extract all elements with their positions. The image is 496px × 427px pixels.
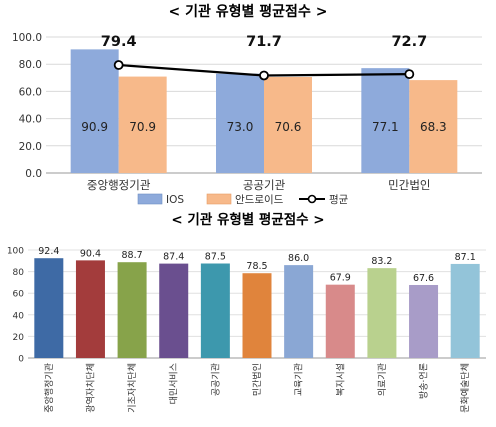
chart-2-ytick-label: 20 <box>13 333 25 343</box>
chart-1-ytick-label: 80.0 <box>19 59 42 71</box>
chart-1-bar-value-label: 70.9 <box>129 120 156 134</box>
chart-1: < 기관 유형별 평균점수 > 0.0 20.0 40.0 60.0 80.0 100.0… <box>12 3 482 206</box>
chart-1-average-value-label: 79.4 <box>101 34 137 50</box>
chart-1-average-marker <box>404 69 415 80</box>
chart-2-bar-value-label: 67.9 <box>330 273 351 284</box>
chart-1-average-marker <box>113 60 124 70</box>
chart-2-bar <box>367 268 397 358</box>
chart-1-x-label: 중앙행정기관 <box>87 178 151 192</box>
chart-1-title: < 기관 유형별 평균점수 > <box>169 3 328 20</box>
chart-2-x-label: 기초자치단체 <box>126 363 138 413</box>
chart-1-bar-ios <box>361 68 410 173</box>
chart-2-title: < 기관 유형별 평균점수 > <box>171 211 324 228</box>
chart-2-bar <box>75 260 105 358</box>
legend-android-swatch <box>206 193 232 205</box>
chart-2-bar-value-label: 78.5 <box>246 261 267 272</box>
chart-2-bar-value-label: 88.7 <box>122 250 143 261</box>
chart-2-bar <box>325 284 355 358</box>
chart-2-ytick-label: 100 <box>7 247 24 257</box>
chart-2-bar <box>450 263 480 358</box>
chart-2-bar-value-label: 87.4 <box>163 252 184 263</box>
chart-1-x-label: 민간법인 <box>388 178 430 192</box>
chart-2-ytick-label: 60 <box>13 290 25 300</box>
chart-2-bar-value-label: 90.4 <box>80 248 101 259</box>
legend-average-marker <box>307 194 317 204</box>
chart-2-bar <box>409 284 439 358</box>
chart-2-bar <box>284 265 314 358</box>
chart-2-x-label: 중앙행정기관 <box>43 363 55 413</box>
chart-1-ytick-label: 20.0 <box>19 141 42 153</box>
chart-2-bar-value-label: 92.4 <box>38 246 59 257</box>
chart-2-x-label: 광역자치단체 <box>84 363 96 413</box>
chart-1-bar-value-label: 68.3 <box>420 120 447 134</box>
legend-average-label: 평균 <box>329 194 349 206</box>
legend-ios-swatch <box>137 193 163 205</box>
chart-2-bar-value-label: 87.1 <box>455 252 476 263</box>
chart-2-bar-value-label: 87.5 <box>205 252 226 263</box>
legend-android-label: 안드로이드 <box>235 194 284 206</box>
chart-2-bar <box>242 273 272 358</box>
chart-1-legend: IOS 안드로이드 평균 <box>137 193 349 206</box>
chart-2-x-label: 민간법인 <box>252 363 263 396</box>
chart-1-ytick-label: 100.0 <box>12 32 42 44</box>
legend-ios-label: IOS <box>166 194 184 206</box>
chart-1-bar-value-label: 70.6 <box>275 120 302 134</box>
chart-1-bar-value-label: 77.1 <box>372 120 399 134</box>
chart-2-ytick-label: 40 <box>13 311 25 321</box>
chart-2-x-label: 교육기관 <box>294 363 305 396</box>
chart-1-ytick-label: 40.0 <box>19 114 42 126</box>
chart-1-bar-android <box>118 76 167 173</box>
chart-1-bar-value-label: 90.9 <box>81 120 108 134</box>
chart-2-x-label: 의료기관 <box>377 363 388 396</box>
chart-1-bar-ios <box>216 73 264 173</box>
chart-1-ytick-label: 0.0 <box>25 168 42 180</box>
chart-1-bar-android <box>409 80 458 173</box>
chart-2-bar <box>200 263 230 358</box>
chart-2-bar-value-label: 86.0 <box>288 253 309 264</box>
chart-2-bar <box>117 262 147 358</box>
chart-2-bar-value-label: 67.6 <box>413 273 434 284</box>
chart-1-x-label: 공공기관 <box>243 178 286 192</box>
chart-2-x-label: 대민서비스 <box>169 363 180 404</box>
chart-2-x-label: 공공기관 <box>210 363 221 396</box>
chart-2-x-label: 문화예술단체 <box>460 363 471 413</box>
chart-2-bar-value-label: 83.2 <box>371 256 392 267</box>
chart-2-x-label: 복지시설 <box>335 363 346 396</box>
chart-2-ytick-label: 0 <box>18 355 24 365</box>
chart-1-average-marker <box>259 70 269 81</box>
chart-1-average-value-label: 72.7 <box>391 34 427 50</box>
chart-1-bar-ios <box>70 49 119 173</box>
chart-1-bar-android <box>264 76 312 173</box>
chart-2-bar <box>159 263 189 358</box>
chart-1-average-value-label: 71.7 <box>246 34 282 50</box>
chart-1-bar-value-label: 73.0 <box>227 120 254 134</box>
chart-2-ytick-label: 80 <box>13 268 25 278</box>
chart-1-ytick-label: 60.0 <box>19 86 42 98</box>
chart-2-x-label: 방송·언론 <box>418 363 430 399</box>
chart-2-bar <box>34 258 64 358</box>
chart-2: < 기관 유형별 평균점수 > 0 20 40 60 80 100 92.4 90.4 88.… <box>7 211 486 413</box>
